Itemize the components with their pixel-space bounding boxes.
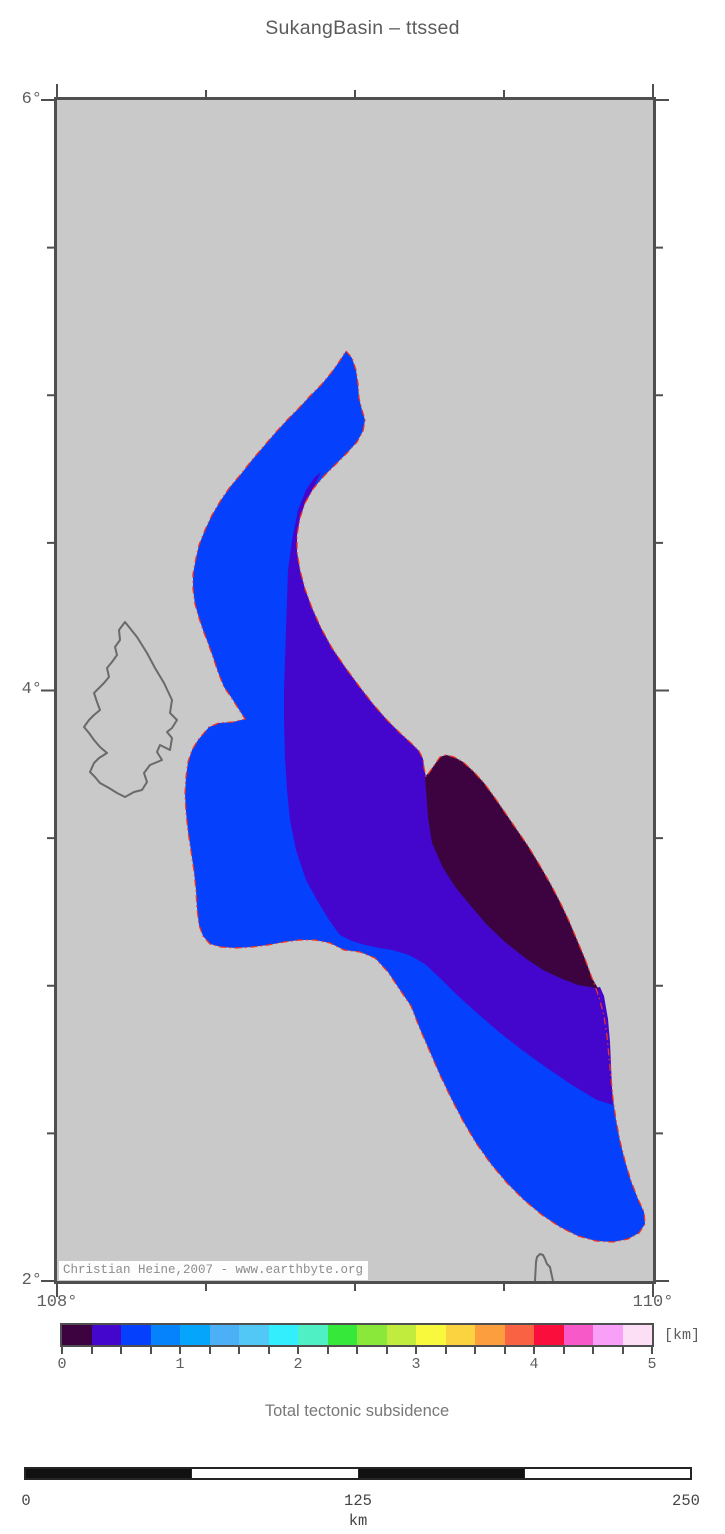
colorbar-segment	[180, 1325, 210, 1345]
colorbar-segment	[563, 1325, 593, 1345]
islet-outline	[534, 1253, 554, 1281]
colorbar-segment	[150, 1325, 180, 1345]
colorbar-tick-labels: 0 1 2 3 4 5	[57, 1356, 656, 1374]
colorbar-ticks	[61, 1346, 653, 1354]
colorbar-tick-label: 4	[529, 1356, 539, 1373]
colorbar-caption: Total tectonic subsidence	[264, 1402, 450, 1420]
colorbar-segment	[209, 1325, 239, 1345]
colorbar-unit-label: [km]	[664, 1327, 701, 1344]
scale-unit-label: km	[348, 1512, 368, 1530]
copyright-label: Christian Heine,2007 - www.earthbyte.org	[59, 1261, 369, 1280]
scale-segment	[191, 1469, 358, 1478]
colorbar-tick	[208, 1346, 211, 1354]
distance-scale-bar	[24, 1467, 692, 1480]
lat-axis-label-4: 4°	[21, 680, 42, 699]
colorbar-segment	[62, 1325, 92, 1345]
colorbar-tick-label: 2	[293, 1356, 303, 1373]
colorbar-tick	[61, 1346, 63, 1354]
colorbar-segment	[357, 1325, 387, 1345]
colorbar-tick	[651, 1346, 653, 1354]
scale-label-0: 0	[21, 1492, 31, 1510]
colorbar-tick	[238, 1346, 240, 1354]
colorbar-tick	[474, 1346, 476, 1354]
colorbar-segment	[622, 1325, 652, 1345]
colorbar-tick	[444, 1346, 447, 1354]
colorbar-tick-label: 1	[175, 1356, 185, 1373]
colorbar-segment	[298, 1325, 328, 1345]
colorbar-segment	[416, 1325, 446, 1345]
colorbar-tick	[90, 1346, 93, 1354]
scale-label-125: 125	[344, 1492, 372, 1510]
colorbar-tick-label: 5	[647, 1356, 657, 1373]
lon-axis-label-108: 108°	[36, 1293, 78, 1312]
lat-axis-label-2: 2°	[21, 1271, 42, 1290]
scale-segment	[523, 1469, 690, 1478]
lon-axis-label-110: 110°	[632, 1293, 674, 1312]
colorbar-tick	[385, 1346, 388, 1354]
colorbar-segment	[91, 1325, 121, 1345]
basin-map-canvas	[83, 349, 646, 1281]
basin-fill-indigo	[284, 472, 613, 1105]
colorbar-tick	[415, 1346, 417, 1354]
colorbar-segment	[504, 1325, 534, 1345]
colorbar-tick	[149, 1346, 152, 1354]
colorbar-segment	[268, 1325, 298, 1345]
colorbar-tick-label: 0	[57, 1356, 67, 1373]
colorbar-tick	[533, 1346, 535, 1354]
colorbar-tick	[120, 1346, 122, 1354]
colorbar-segment	[121, 1325, 151, 1345]
colorbar-tick	[179, 1346, 181, 1354]
lat-axis-label-6: 6°	[21, 90, 42, 109]
colorbar-segment	[593, 1325, 623, 1345]
colorbar-tick	[592, 1346, 594, 1354]
scale-label-250: 250	[672, 1492, 700, 1510]
scale-segment	[26, 1469, 192, 1478]
basin-fill-dark	[425, 755, 599, 990]
page-title: SukangBasin – ttssed	[265, 17, 460, 39]
colorbar-tick-label: 3	[411, 1356, 421, 1373]
colorbar-segment	[534, 1325, 564, 1345]
colorbar-tick	[356, 1346, 358, 1354]
colorbar-tick	[326, 1346, 329, 1354]
colorbar-segment	[386, 1325, 416, 1345]
colorbar-segment	[327, 1325, 357, 1345]
map-frame: Christian Heine,2007 - www.earthbyte.org	[54, 97, 656, 1284]
island-outline	[83, 621, 178, 798]
colorbar-segment	[445, 1325, 475, 1345]
colorbar-segment	[475, 1325, 505, 1345]
colorbar-tick	[503, 1346, 506, 1354]
colorbar	[60, 1323, 654, 1347]
colorbar-tick	[621, 1346, 624, 1354]
colorbar-tick	[562, 1346, 565, 1354]
colorbar-tick	[267, 1346, 270, 1354]
colorbar-segment	[239, 1325, 269, 1345]
scale-segment	[357, 1469, 524, 1478]
colorbar-tick	[297, 1346, 299, 1354]
